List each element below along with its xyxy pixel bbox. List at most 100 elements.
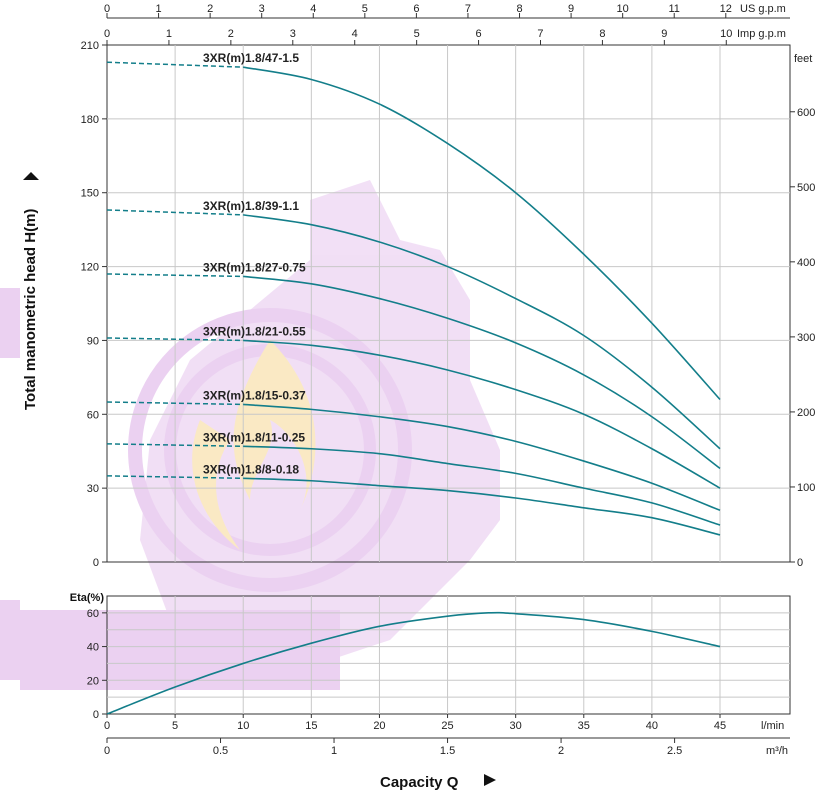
head-curve-dashed bbox=[106, 443, 244, 448]
eta-plot-frame bbox=[106, 595, 791, 715]
head-curve-label: 3XR(m)1.8/11-0.25 bbox=[203, 430, 305, 444]
lmin-tick-label: 15 bbox=[305, 720, 317, 732]
head-y-tick-label: 180 bbox=[81, 114, 99, 126]
y-axis-title: Total manometric head H(m) bbox=[22, 209, 39, 410]
imp-gpm-tick-label: 1 bbox=[166, 28, 172, 40]
feet-tick-label: 100 bbox=[797, 482, 815, 494]
us-gpm-unit-label: US g.p.m bbox=[740, 3, 786, 15]
eta-y-tick-label: 40 bbox=[87, 642, 99, 654]
head-curve-label: 3XR(m)1.8/27-0.75 bbox=[203, 260, 306, 274]
head-curve bbox=[243, 214, 721, 450]
eta-y-tick-label: 60 bbox=[87, 608, 99, 620]
head-y-tick-label: 30 bbox=[87, 483, 99, 495]
eta-y-tick-label: 20 bbox=[87, 675, 99, 687]
head-curve-label: 3XR(m)1.8/21-0.55 bbox=[203, 324, 306, 338]
head-curve bbox=[243, 339, 721, 489]
us-gpm-tick-label: 1 bbox=[156, 3, 162, 15]
head-y-tick-label: 150 bbox=[81, 188, 99, 200]
head-y-tick-label: 120 bbox=[81, 262, 99, 274]
us-gpm-tick-label: 9 bbox=[568, 3, 574, 15]
us-gpm-tick-label: 8 bbox=[516, 3, 522, 15]
m3h-tick-label: 2.5 bbox=[667, 745, 682, 757]
feet-tick-label: 0 bbox=[797, 557, 803, 569]
head-y-tick-label: 60 bbox=[87, 409, 99, 421]
lmin-unit-label: l/min bbox=[761, 720, 784, 732]
lmin-tick-label: 25 bbox=[441, 720, 453, 732]
us-gpm-tick-label: 11 bbox=[669, 3, 680, 15]
m3h-tick-label: 2 bbox=[558, 745, 564, 757]
m3h-tick-label: 0 bbox=[104, 745, 110, 757]
head-curve-label: 3XR(m)1.8/8-0.18 bbox=[203, 462, 299, 476]
m3h-unit-label: m³/h bbox=[766, 745, 788, 757]
us-gpm-tick-label: 6 bbox=[413, 3, 419, 15]
x-axis-arrow-icon bbox=[484, 774, 496, 786]
lmin-tick-label: 0 bbox=[104, 720, 110, 732]
eta-curve bbox=[106, 611, 721, 715]
head-left-axis: 0 30 60 90 120 150 180 210 bbox=[81, 40, 107, 569]
imp-gpm-tick-label: 5 bbox=[414, 28, 420, 40]
lmin-tick-label: 35 bbox=[578, 720, 590, 732]
head-y-tick-label: 0 bbox=[93, 557, 99, 569]
us-gpm-tick-label: 7 bbox=[465, 3, 471, 15]
head-curve-label: 3XR(m)1.8/15-0.37 bbox=[203, 388, 306, 402]
imp-gpm-tick-label: 6 bbox=[476, 28, 482, 40]
head-curve bbox=[243, 403, 721, 512]
head-curve-dashed bbox=[106, 475, 244, 480]
lmin-tick-label: 30 bbox=[510, 720, 522, 732]
lmin-tick-label: 40 bbox=[646, 720, 658, 732]
feet-tick-label: 200 bbox=[797, 407, 815, 419]
us-gpm-tick-label: 0 bbox=[104, 3, 110, 15]
head-curve bbox=[243, 477, 721, 536]
y-axis-arrow-icon bbox=[23, 172, 39, 180]
head-y-tick-label: 90 bbox=[87, 335, 99, 347]
us-gpm-tick-label: 3 bbox=[259, 3, 265, 15]
lmin-tick-label: 20 bbox=[373, 720, 385, 732]
head-curve-dashed bbox=[106, 209, 244, 216]
feet-tick-label: 600 bbox=[797, 107, 815, 119]
m3h-tick-label: 1 bbox=[331, 745, 337, 757]
head-right-axis: 0 100 200 300 400 500 600 feet bbox=[790, 53, 815, 569]
head-y-tick-label: 210 bbox=[81, 40, 99, 52]
head-curve-label: 3XR(m)1.8/47-1.5 bbox=[203, 51, 299, 65]
lmin-tick-label: 5 bbox=[172, 720, 178, 732]
head-curve-label: 3XR(m)1.8/39-1.1 bbox=[203, 199, 299, 213]
feet-unit-label: feet bbox=[794, 53, 812, 65]
eta-axis-title: Eta(%) bbox=[70, 592, 105, 604]
imp-gpm-tick-label: 7 bbox=[537, 28, 543, 40]
lmin-tick-label: 10 bbox=[237, 720, 249, 732]
imp-gpm-tick-label: 2 bbox=[228, 28, 234, 40]
imp-gpm-tick-label: 10 bbox=[720, 28, 732, 40]
imp-gpm-tick-label: 8 bbox=[599, 28, 605, 40]
head-curve bbox=[243, 445, 721, 526]
feet-tick-label: 400 bbox=[797, 257, 815, 269]
us-gpm-tick-label: 5 bbox=[362, 3, 368, 15]
eta-grid bbox=[107, 596, 790, 714]
imp-gpm-tick-label: 3 bbox=[290, 28, 296, 40]
imp-gpm-tick-label: 0 bbox=[104, 28, 110, 40]
head-curve bbox=[243, 66, 721, 401]
bottom-axes: 0 5 10 15 20 25 30 35 40 45 l/min 0 0.5 1 1.5 2 2.5 m³/h bbox=[104, 714, 790, 757]
head-curve-dashed bbox=[106, 337, 244, 342]
eta-y-tick-label: 0 bbox=[93, 709, 99, 721]
head-curve bbox=[243, 275, 721, 470]
m3h-tick-label: 0.5 bbox=[213, 745, 228, 757]
us-gpm-tick-label: 2 bbox=[207, 3, 213, 15]
m3h-tick-label: 1.5 bbox=[440, 745, 455, 757]
imp-gpm-tick-label: 9 bbox=[661, 28, 667, 40]
feet-tick-label: 300 bbox=[797, 332, 815, 344]
eta-curve-line bbox=[106, 611, 721, 715]
us-gpm-tick-label: 10 bbox=[617, 3, 629, 15]
head-curve-labels: 3XR(m)1.8/47-1.5 3XR(m)1.8/39-1.1 3XR(m)1.… bbox=[203, 51, 306, 476]
us-gpm-tick-label: 12 bbox=[720, 3, 732, 15]
head-curve-dashed bbox=[106, 61, 244, 68]
top-axes: 0 1 2 3 4 5 6 7 8 9 10 11 12 US g.p.m0 1 2 3 4 5 6 7 8 9 10 Imp … bbox=[104, 3, 790, 45]
lmin-tick-label: 45 bbox=[714, 720, 726, 732]
eta-left-axis: 0 20 40 60 bbox=[87, 608, 107, 721]
head-plot-frame bbox=[106, 44, 791, 563]
head-curve-dashed bbox=[106, 401, 244, 406]
imp-gpm-tick-label: 4 bbox=[352, 28, 358, 40]
imp-gpm-unit-label: Imp g.p.m bbox=[737, 28, 786, 40]
head-curves bbox=[106, 61, 721, 536]
head-curve-dashed bbox=[106, 273, 244, 278]
